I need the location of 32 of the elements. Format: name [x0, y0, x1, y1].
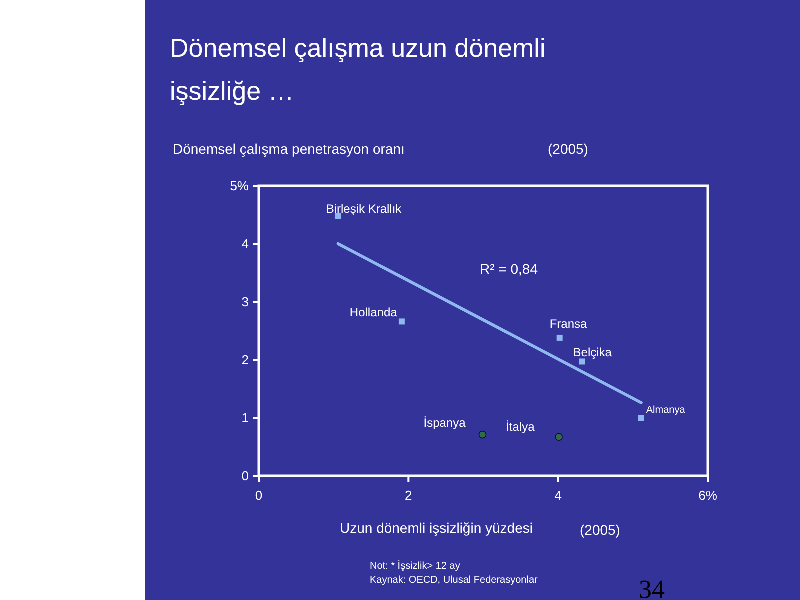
text: Kaynak: OECD, Ulusal Federasyonlar [370, 575, 539, 586]
y-tick-label: 2 [242, 352, 249, 368]
text: Not: * İşsizlik> 12 ay [370, 560, 460, 572]
y-tick-label: 4 [242, 236, 249, 252]
annotation: Hollanda [350, 306, 398, 320]
annotation: R² = 0,84 [480, 261, 538, 277]
x-tick-label: 6% [698, 488, 718, 503]
annotation: Belçika [573, 346, 612, 360]
chart-title: Dönemsel çalışma uzun dönemli işsizliğe … [170, 33, 546, 106]
annotation: Fransa [550, 316, 588, 331]
annotation: Birleşik Krallık [326, 202, 403, 216]
point [478, 430, 487, 439]
annotation: İtalya [506, 420, 536, 434]
text: 34 [639, 575, 665, 600]
x-tick-label: 4 [554, 488, 562, 503]
y-tick-label: 1 [242, 410, 249, 426]
annotation: İspanya [424, 416, 466, 430]
point [555, 433, 563, 442]
y-tick-label: 5% [230, 178, 250, 194]
x-tick-label: 0 [255, 488, 263, 503]
y-tick-label: 3 [242, 294, 249, 310]
x-axis-title: Uzun dönemli işsizliğin yüzdesi [340, 520, 533, 536]
point [579, 358, 586, 365]
point [638, 415, 644, 421]
annotation: Almanya [646, 405, 686, 416]
x-tick-label: 2 [405, 488, 412, 503]
point [398, 318, 405, 325]
text: (2005) [548, 141, 588, 157]
y-axis-title: Dönemsel çalışma penetrasyon oranı [173, 141, 405, 157]
y-tick-label: 0 [242, 468, 249, 484]
point [556, 334, 563, 341]
text: (2005) [580, 522, 620, 538]
